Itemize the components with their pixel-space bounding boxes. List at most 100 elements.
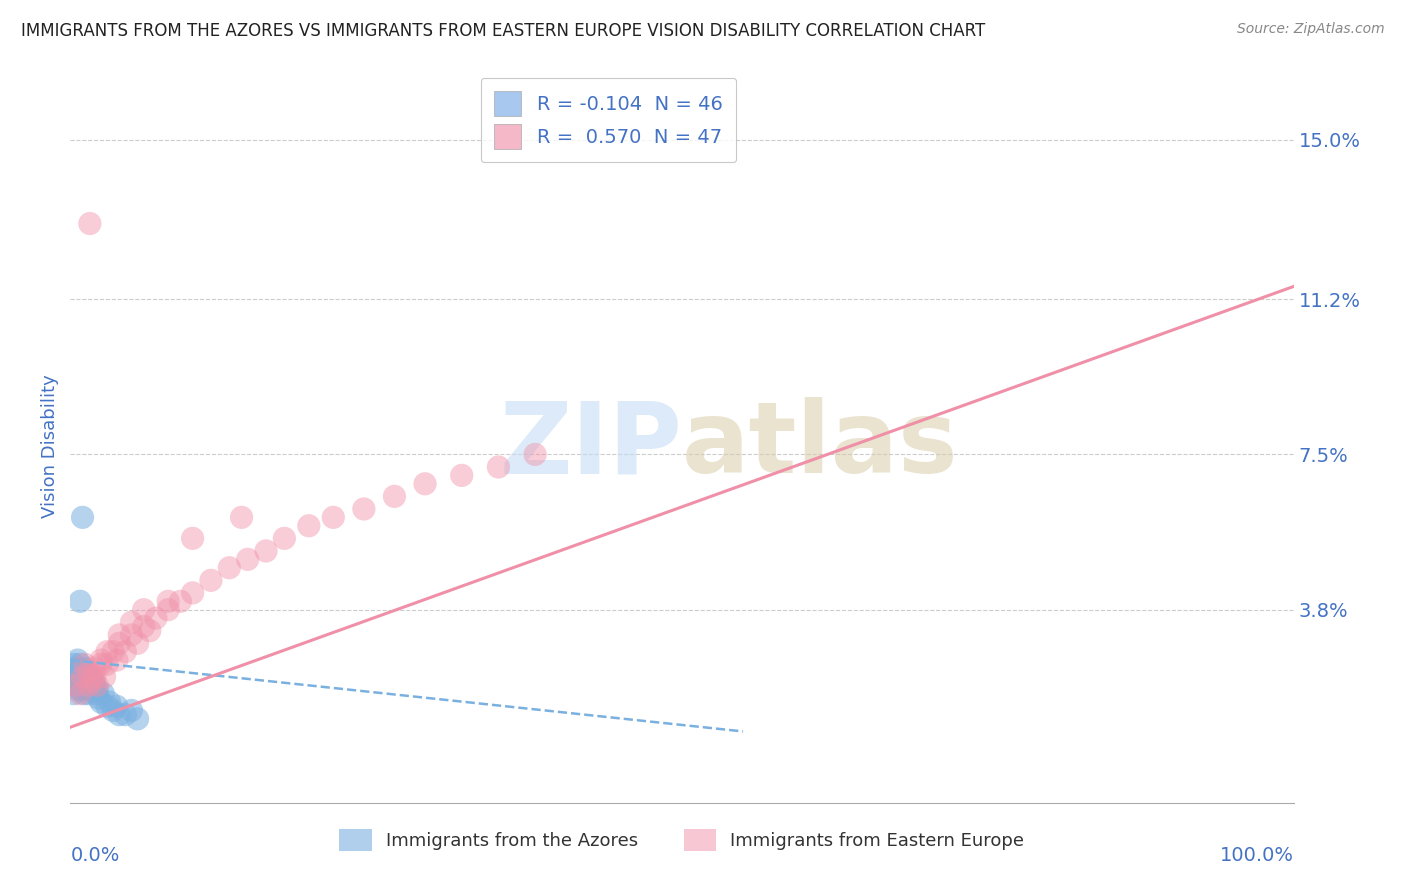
Point xyxy=(73,687,96,701)
Point xyxy=(77,665,100,680)
Text: ZIP: ZIP xyxy=(499,398,682,494)
Point xyxy=(90,695,112,709)
Point xyxy=(236,552,259,566)
Point xyxy=(181,586,204,600)
Point xyxy=(218,560,240,574)
Point xyxy=(72,678,94,692)
Text: 0.0%: 0.0% xyxy=(70,846,120,864)
Point xyxy=(108,628,131,642)
Point xyxy=(181,532,204,546)
Point xyxy=(96,699,118,714)
Point xyxy=(90,653,112,667)
Point xyxy=(353,502,375,516)
Point xyxy=(77,687,100,701)
Point xyxy=(273,532,295,546)
Point xyxy=(72,510,94,524)
Point xyxy=(254,544,277,558)
Point xyxy=(76,670,98,684)
Point xyxy=(86,682,108,697)
Point xyxy=(69,687,91,701)
Point xyxy=(93,670,115,684)
Point xyxy=(82,682,104,697)
Point xyxy=(83,661,105,675)
Point xyxy=(63,665,86,680)
Point xyxy=(73,670,96,684)
Point xyxy=(91,687,114,701)
Point xyxy=(132,603,155,617)
Point xyxy=(63,657,86,672)
Point xyxy=(157,594,180,608)
Point xyxy=(73,661,96,675)
Point xyxy=(80,670,103,684)
Point xyxy=(413,476,436,491)
Point xyxy=(231,510,253,524)
Point xyxy=(73,657,96,672)
Y-axis label: Vision Disability: Vision Disability xyxy=(41,374,59,518)
Point xyxy=(450,468,472,483)
Point xyxy=(79,217,101,231)
Point xyxy=(69,657,91,672)
Text: atlas: atlas xyxy=(682,398,959,494)
Point xyxy=(66,653,89,667)
Point xyxy=(98,695,121,709)
Point xyxy=(63,678,86,692)
Point xyxy=(75,682,97,697)
Point xyxy=(101,645,124,659)
Point xyxy=(169,594,191,608)
Point xyxy=(65,661,87,675)
Point xyxy=(65,674,87,689)
Point xyxy=(70,661,93,675)
Point xyxy=(79,678,101,692)
Point xyxy=(121,628,143,642)
Point xyxy=(96,657,118,672)
Point xyxy=(108,707,131,722)
Point xyxy=(114,707,136,722)
Point xyxy=(87,690,110,705)
Point xyxy=(69,670,91,684)
Point xyxy=(66,682,89,697)
Point xyxy=(101,703,124,717)
Point xyxy=(63,687,86,701)
Point xyxy=(121,703,143,717)
Point xyxy=(83,674,105,689)
Point xyxy=(108,636,131,650)
Point xyxy=(90,657,112,672)
Text: Source: ZipAtlas.com: Source: ZipAtlas.com xyxy=(1237,22,1385,37)
Point xyxy=(105,653,128,667)
Point xyxy=(384,489,406,503)
Text: IMMIGRANTS FROM THE AZORES VS IMMIGRANTS FROM EASTERN EUROPE VISION DISABILITY C: IMMIGRANTS FROM THE AZORES VS IMMIGRANTS… xyxy=(21,22,986,40)
Point xyxy=(157,603,180,617)
Point xyxy=(121,615,143,630)
Point xyxy=(96,645,118,659)
Point xyxy=(62,670,84,684)
Point xyxy=(67,678,90,692)
Point xyxy=(298,518,321,533)
Point xyxy=(83,678,105,692)
Point xyxy=(73,674,96,689)
Point xyxy=(70,682,93,697)
Point xyxy=(69,594,91,608)
Point xyxy=(77,674,100,689)
Point xyxy=(82,674,104,689)
Text: 100.0%: 100.0% xyxy=(1219,846,1294,864)
Point xyxy=(75,678,97,692)
Legend: Immigrants from the Azores, Immigrants from Eastern Europe: Immigrants from the Azores, Immigrants f… xyxy=(332,822,1032,858)
Point xyxy=(127,636,149,650)
Point xyxy=(132,619,155,633)
Point xyxy=(127,712,149,726)
Point xyxy=(139,624,162,638)
Point xyxy=(114,645,136,659)
Point xyxy=(65,678,87,692)
Point xyxy=(77,678,100,692)
Point xyxy=(524,447,547,461)
Point xyxy=(86,678,108,692)
Point xyxy=(145,611,167,625)
Point xyxy=(105,699,128,714)
Point xyxy=(84,687,107,701)
Point xyxy=(83,670,105,684)
Point xyxy=(322,510,344,524)
Point xyxy=(72,665,94,680)
Point xyxy=(72,670,94,684)
Point xyxy=(200,574,222,588)
Point xyxy=(67,665,90,680)
